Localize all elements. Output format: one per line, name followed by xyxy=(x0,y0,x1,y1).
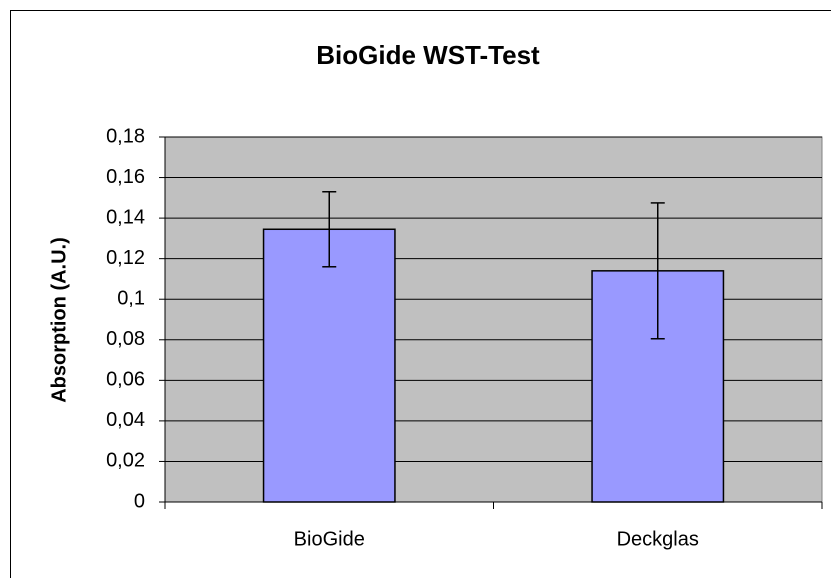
y-tick-label: 0,12 xyxy=(106,247,145,269)
bar xyxy=(262,228,396,503)
y-tick-label: 0,02 xyxy=(106,450,145,472)
x-tick-label: BioGide xyxy=(294,528,365,550)
y-tick-label: 0,06 xyxy=(106,369,145,391)
y-tick-label: 0,04 xyxy=(106,409,145,431)
y-tick-label: 0,08 xyxy=(106,328,145,350)
chart-title: BioGide WST-Test xyxy=(316,40,540,70)
x-tick-label: Deckglas xyxy=(617,528,699,550)
y-tick-label: 0,1 xyxy=(117,288,145,310)
y-tick-label: 0,16 xyxy=(106,166,145,188)
y-axis-label: Absorption (A.U.) xyxy=(48,237,70,403)
y-tick-label: 0,18 xyxy=(106,125,145,147)
y-tick-label: 0 xyxy=(134,490,145,512)
y-tick-label: 0,14 xyxy=(106,206,145,228)
